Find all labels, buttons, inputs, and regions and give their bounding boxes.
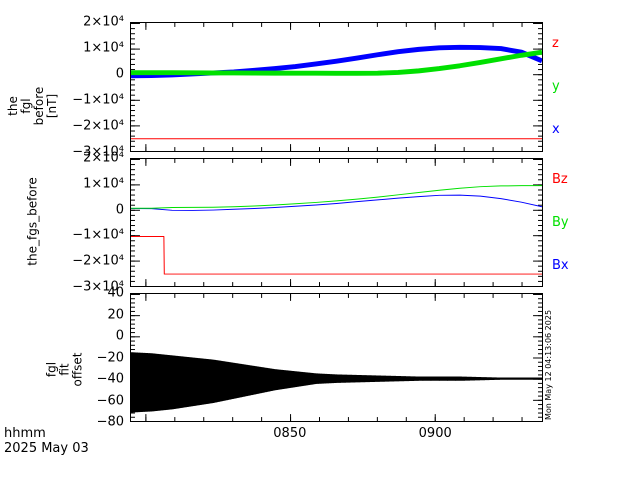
panel3-ytick-labels: 40 20 0 −20 −40 −60 −80 bbox=[56, 287, 124, 429]
panel3-ytick-4: −40 bbox=[96, 371, 124, 387]
panel3-axis-title-line-2: offset bbox=[70, 352, 85, 387]
xaxis-tick-0900: 0900 bbox=[418, 426, 452, 441]
legend-item-Bx: Bx bbox=[552, 257, 569, 273]
panel1-axis-title: the fgl before [nT] bbox=[6, 51, 59, 161]
panel3-ytick-2: 0 bbox=[115, 328, 124, 344]
legend-item-x: x bbox=[552, 122, 560, 138]
panel3-ytick-0: 40 bbox=[107, 285, 124, 301]
legend-item-z: z bbox=[552, 35, 559, 51]
panel2-ytick-3: −1×10⁴ bbox=[72, 227, 124, 243]
panel1-ytick-5: −3×10⁴ bbox=[72, 144, 124, 160]
panel2-ytick-0: 2×10⁴ bbox=[83, 150, 124, 166]
xaxis-date-value: 2025 May 03 bbox=[4, 441, 89, 456]
legend-item-Bz: Bz bbox=[552, 171, 568, 187]
panel2-ytick-labels: 2×10⁴ 1×10⁴ 0 −1×10⁴ −2×10⁴ −3×10⁴ bbox=[56, 152, 124, 294]
panel3-axis-title: fgl fit offset bbox=[45, 315, 85, 425]
panel2-ytick-1: 1×10⁴ bbox=[83, 176, 124, 192]
legend-item-y: y bbox=[552, 79, 560, 94]
panel3-plot-area bbox=[131, 294, 542, 421]
panel3-ytick-1: 20 bbox=[107, 307, 124, 322]
trace-Bz bbox=[131, 235, 542, 275]
trace-fgl-fit-offset bbox=[131, 352, 542, 413]
panel1-plot-area bbox=[131, 23, 542, 151]
legend-item-By: By bbox=[552, 214, 569, 230]
panel1-ytick-labels: 2×10⁴ 1×10⁴ 0 −1×10⁴ −2×10⁴ −3×10⁴ bbox=[56, 16, 124, 159]
panel1-legend: z y x bbox=[552, 22, 612, 152]
panel1-ytick-4: −2×10⁴ bbox=[72, 118, 124, 134]
xaxis-date-label: hhmm 2025 May 03 bbox=[4, 426, 89, 456]
xaxis-tick-0850: 0850 bbox=[273, 426, 307, 441]
panel-fgs-before[interactable] bbox=[130, 158, 543, 287]
panel1-ytick-2: 0 bbox=[115, 66, 124, 82]
panel2-axis-title-line-0: the_fgs_before bbox=[25, 177, 40, 266]
panel1-ytick-1: 1×10⁴ bbox=[83, 40, 124, 56]
trace-y bbox=[131, 49, 542, 76]
panel3-ytick-6: −80 bbox=[96, 414, 124, 430]
panel2-legend: Bz By Bx bbox=[552, 158, 612, 287]
panel-fgl-fit-offset[interactable] bbox=[130, 293, 543, 422]
xaxis-format-label: hhmm bbox=[4, 426, 46, 441]
panel2-plot-area bbox=[131, 159, 542, 286]
render-timestamp: Mon May 12 04:13:06 2025 bbox=[544, 309, 553, 420]
panel2-axis-title: the_fgs_before bbox=[25, 167, 40, 277]
panel3-ytick-3: −20 bbox=[96, 350, 124, 365]
panel3-ytick-5: −60 bbox=[96, 393, 124, 408]
panel2-ytick-4: −2×10⁴ bbox=[72, 253, 124, 269]
trace-Bx bbox=[131, 194, 542, 211]
panel2-ytick-5: −3×10⁴ bbox=[72, 279, 124, 295]
trace-By bbox=[131, 185, 542, 209]
panel1-axis-title-line-3: [nT] bbox=[45, 93, 59, 119]
panel1-ytick-0: 2×10⁴ bbox=[83, 14, 124, 30]
panel-fgl-before[interactable] bbox=[130, 22, 543, 152]
panel1-ytick-3: −1×10⁴ bbox=[72, 92, 124, 108]
panel2-ytick-2: 0 bbox=[115, 202, 124, 218]
